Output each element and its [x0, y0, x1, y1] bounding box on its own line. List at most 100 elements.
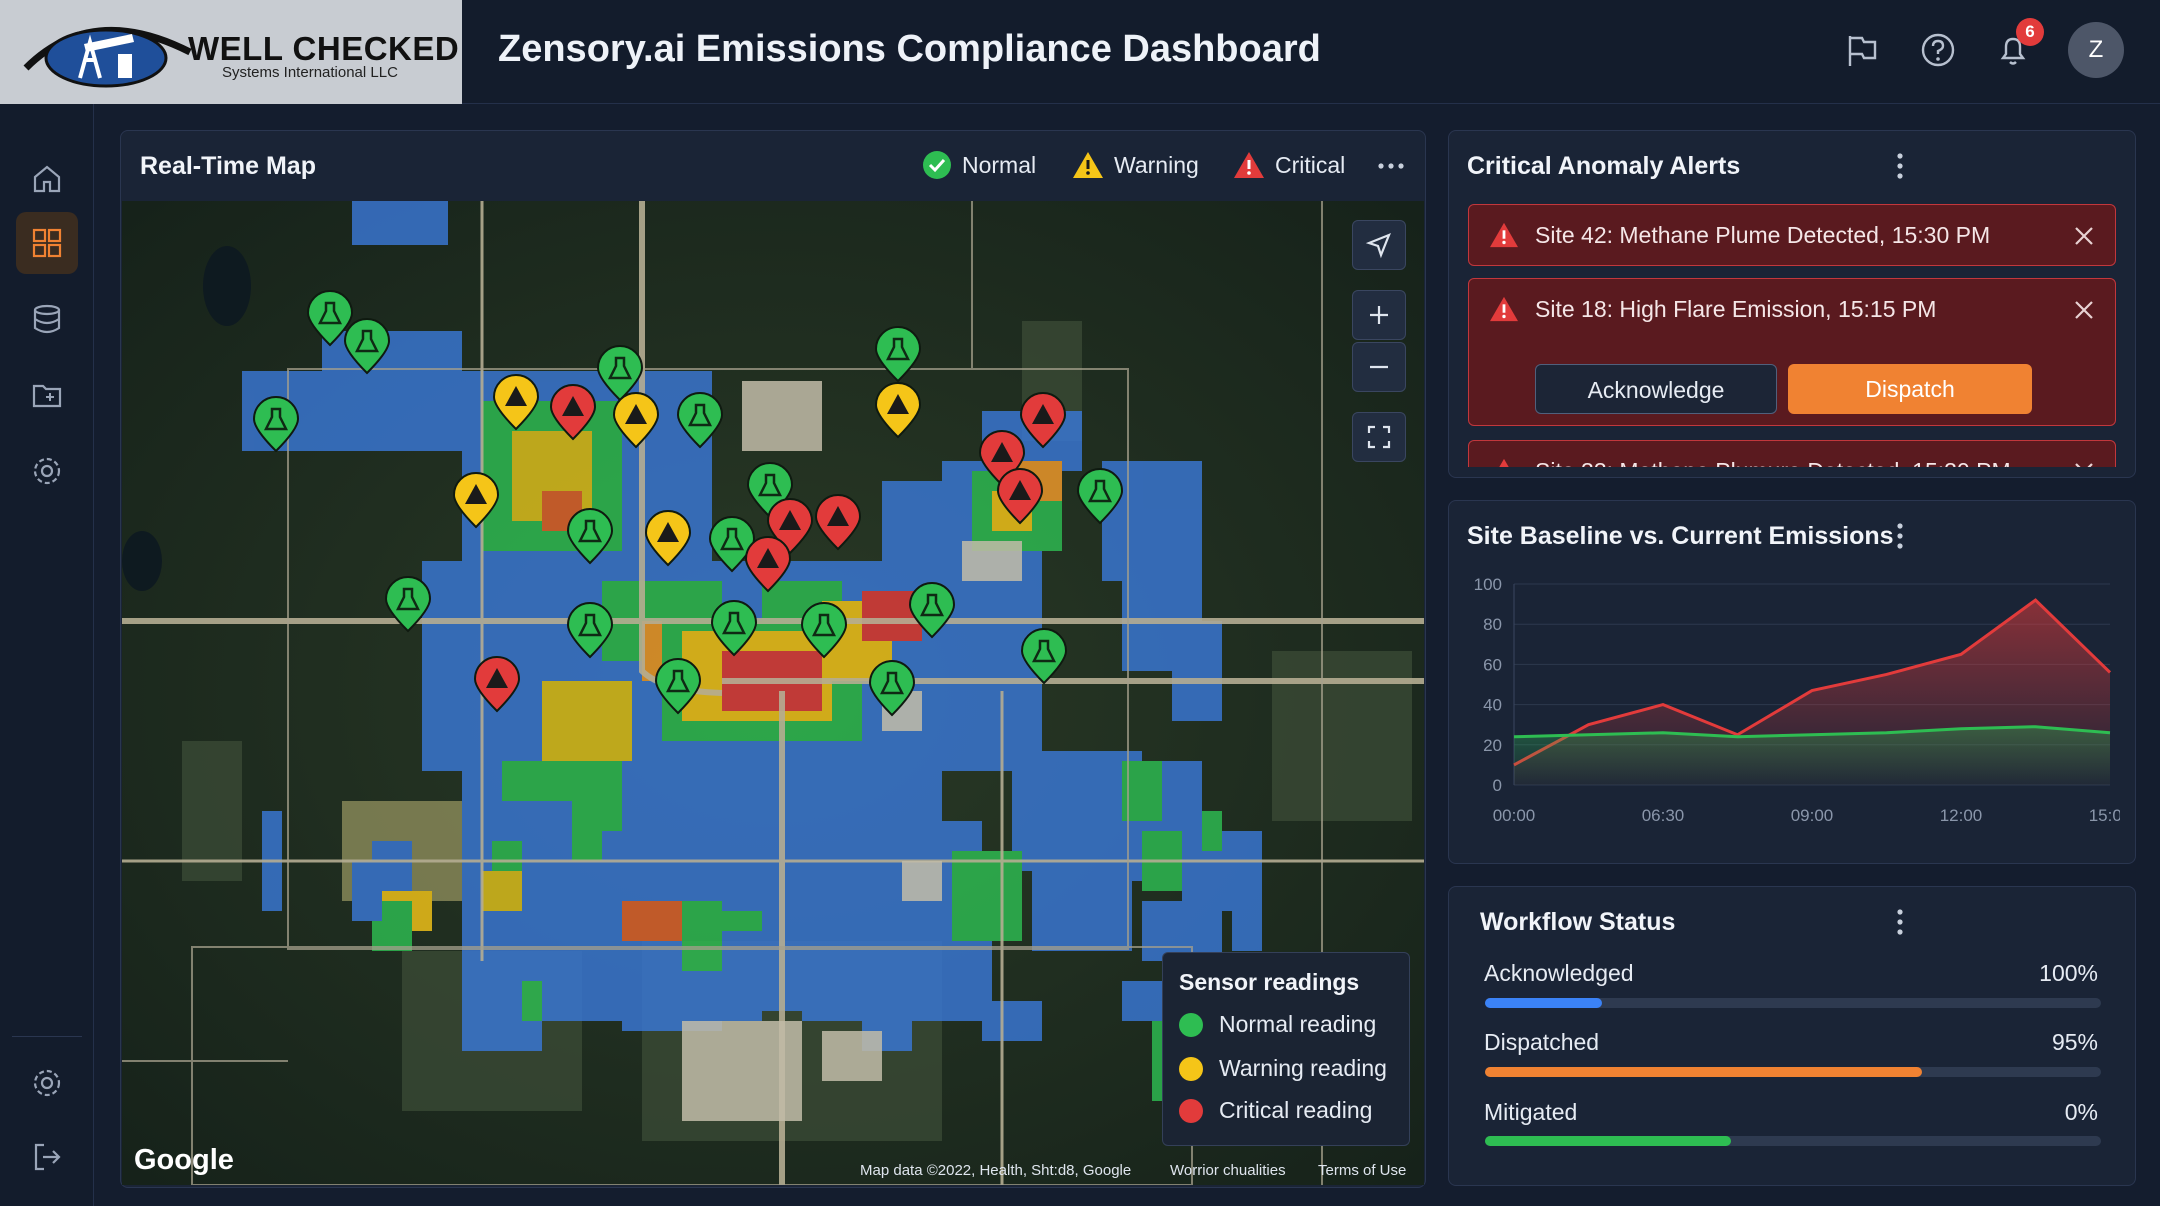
database-icon	[33, 304, 61, 334]
workflow-value-acknowledged: 100%	[2039, 960, 2098, 986]
workflow-title: Workflow Status	[1480, 908, 1676, 936]
logo-wordmark: WELL CHECKED	[188, 30, 460, 67]
legend-normal: Normal	[922, 150, 1036, 180]
sensor-pin-normal[interactable]	[252, 396, 300, 453]
progress-fill-acknowledged	[1485, 998, 1603, 1008]
sensor-pin-warning[interactable]	[644, 510, 692, 567]
chart-title: Site Baseline vs. Current Emissions	[1467, 522, 1894, 550]
close-icon[interactable]	[2073, 461, 2095, 467]
company-logo[interactable]: WELL CHECKED Systems International LLC	[0, 0, 462, 104]
y-tick-label: 100	[1474, 575, 1502, 594]
sensor-pin-warning[interactable]	[874, 382, 922, 439]
x-tick-label: 00:00	[1493, 806, 1536, 825]
map-attribution-2[interactable]: Worrior chualities	[1170, 1162, 1286, 1179]
more-vertical-icon[interactable]	[1890, 520, 1910, 552]
sensor-pin-normal[interactable]	[566, 602, 614, 659]
plus-icon	[1370, 306, 1388, 324]
sidebar-item-settings[interactable]	[16, 440, 78, 502]
y-tick-label: 60	[1483, 655, 1502, 674]
sidebar-item-logout[interactable]	[16, 1126, 78, 1188]
sensor-pin-normal[interactable]	[566, 508, 614, 565]
avatar[interactable]: Z	[2068, 22, 2124, 78]
terms-link[interactable]: Terms of Use	[1318, 1162, 1407, 1179]
sensor-pin-normal[interactable]	[596, 345, 644, 402]
map-title: Real-Time Map	[140, 152, 316, 180]
sensor-pin-warning[interactable]	[452, 472, 500, 529]
x-tick-label: 06:30	[1642, 806, 1685, 825]
x-tick-label: 09:00	[1791, 806, 1834, 825]
sidebar-item-preferences[interactable]	[16, 1052, 78, 1114]
sensor-pin-normal[interactable]	[710, 600, 758, 657]
help-icon[interactable]	[1918, 30, 1958, 70]
sensor-pin-normal[interactable]	[874, 326, 922, 383]
sensor-pin-critical[interactable]	[473, 656, 521, 713]
sensor-legend-title: Sensor readings	[1179, 969, 1360, 995]
folder-icon	[32, 384, 62, 408]
zoom-in-button[interactable]	[1352, 290, 1406, 340]
current-series-line[interactable]	[1513, 598, 2112, 767]
sensor-pin-normal[interactable]	[1076, 468, 1124, 525]
sensor-pin-warning[interactable]	[492, 374, 540, 431]
alert-item[interactable]: Site 33: Methane Plumure Detected, 15:30…	[1468, 440, 2116, 467]
alert-triangle-icon	[1490, 222, 1518, 248]
progress-fill-dispatched	[1485, 1067, 1923, 1077]
logo-subtitle: Systems International LLC	[222, 64, 398, 81]
sensor-pin-critical[interactable]	[549, 384, 597, 441]
fullscreen-button[interactable]	[1352, 412, 1406, 462]
sensor-pin-normal[interactable]	[676, 392, 724, 449]
more-horizontal-icon[interactable]	[1376, 156, 1406, 176]
sensor-warning-label: Warning reading	[1219, 1055, 1387, 1081]
sensor-pin-normal[interactable]	[654, 658, 702, 715]
flag-icon[interactable]	[1842, 30, 1882, 70]
sensor-pin-critical[interactable]	[814, 494, 862, 551]
sensor-pin-critical[interactable]	[744, 536, 792, 593]
sidebar-item-dashboard[interactable]	[16, 212, 78, 274]
sensor-pin-critical[interactable]	[1019, 392, 1067, 449]
baseline-series-line[interactable]	[1513, 725, 2111, 739]
acknowledge-button[interactable]: Acknowledge	[1535, 364, 1777, 414]
legend-critical: Critical	[1233, 150, 1345, 180]
y-tick-label: 80	[1483, 615, 1502, 634]
legend-normal-label: Normal	[962, 151, 1037, 178]
progress-track	[1485, 1136, 2101, 1146]
navigation-arrow-icon	[1365, 233, 1391, 259]
x-tick-label: 15:00	[2089, 806, 2120, 825]
google-logo: Google	[134, 1144, 234, 1176]
notification-badge: 6	[2016, 18, 2044, 46]
bell-icon[interactable]	[1993, 30, 2033, 70]
sensor-pin-normal[interactable]	[343, 318, 391, 375]
y-tick-label: 20	[1483, 736, 1502, 755]
workflow-value-dispatched: 95%	[2051, 1029, 2098, 1055]
logout-icon	[34, 1143, 61, 1171]
workflow-label-mitigated: Mitigated	[1484, 1099, 1578, 1125]
dispatch-button[interactable]: Dispatch	[1788, 364, 2032, 414]
locate-button[interactable]	[1352, 220, 1406, 270]
dashboard-grid-icon	[32, 228, 62, 258]
sidebar-item-database[interactable]	[16, 288, 78, 350]
sensor-readings-legend: Sensor readings Normal reading Warning r…	[1162, 952, 1410, 1146]
alert-item[interactable]: Site 42: Methane Plume Detected, 15:30 P…	[1468, 204, 2116, 266]
sidebar-divider	[12, 1036, 82, 1037]
sensor-pin-warning[interactable]	[612, 392, 660, 449]
sensor-pin-normal[interactable]	[908, 582, 956, 639]
sensor-pin-normal[interactable]	[384, 576, 432, 633]
workflow-label-acknowledged: Acknowledged	[1484, 960, 1634, 986]
more-vertical-icon[interactable]	[1890, 150, 1910, 182]
alert-triangle-icon	[1499, 458, 1509, 467]
sensor-pin-critical[interactable]	[996, 468, 1044, 525]
yellow-dot-icon	[1179, 1056, 1203, 1081]
sidebar-item-folder[interactable]	[16, 364, 78, 426]
close-icon[interactable]	[2073, 299, 2095, 321]
red-dot-icon	[1179, 1098, 1203, 1123]
sidebar-item-home[interactable]	[16, 148, 78, 210]
alert-list-overflow: Site 33: Methane Plumure Detected, 15:30…	[1449, 437, 2135, 467]
emissions-line-chart[interactable]: 0 20 40 60 80 100 00:00 06:30 09:00 12:00 15:00	[1460, 568, 2120, 832]
sensor-pin-normal[interactable]	[800, 602, 848, 659]
more-vertical-icon[interactable]	[1890, 906, 1910, 938]
sensor-legend-critical: Critical reading	[1179, 1097, 1372, 1124]
zoom-out-button[interactable]	[1352, 342, 1406, 392]
sensor-pin-normal[interactable]	[306, 290, 354, 347]
sensor-pin-normal[interactable]	[1020, 628, 1068, 685]
sensor-pin-normal[interactable]	[868, 660, 916, 717]
close-icon[interactable]	[2073, 225, 2095, 247]
